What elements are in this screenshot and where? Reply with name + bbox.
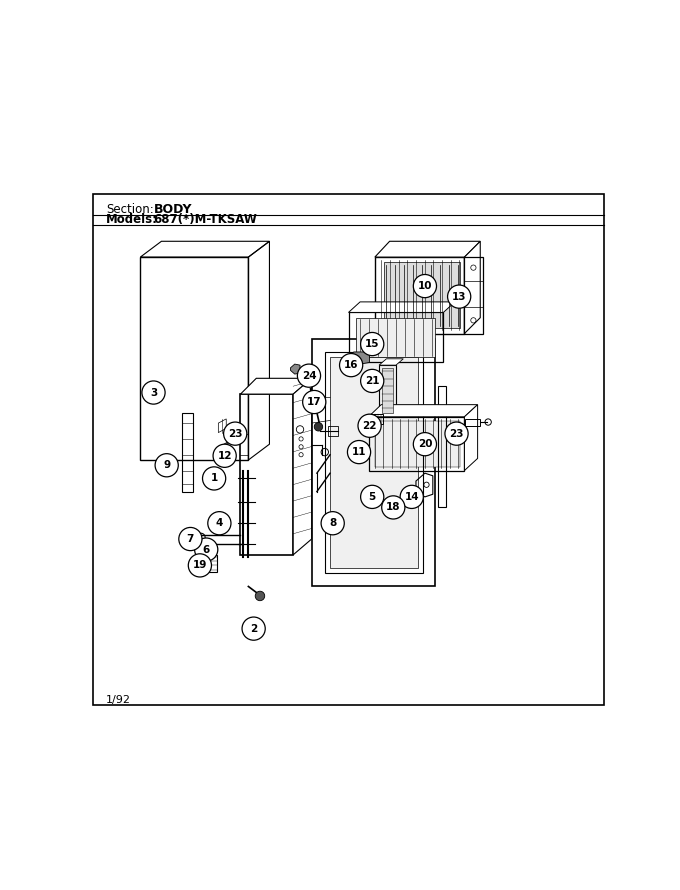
Circle shape <box>381 496 405 519</box>
Text: 687(*)M-TKSAW: 687(*)M-TKSAW <box>154 214 258 226</box>
Text: 1/92: 1/92 <box>106 695 131 705</box>
Circle shape <box>242 617 265 640</box>
Polygon shape <box>347 352 370 365</box>
Text: 14: 14 <box>405 492 419 502</box>
Text: 10: 10 <box>418 281 432 291</box>
Text: 8: 8 <box>329 518 337 529</box>
Circle shape <box>194 538 218 562</box>
Circle shape <box>297 364 320 387</box>
Text: 2: 2 <box>250 624 257 634</box>
Circle shape <box>188 554 211 577</box>
Circle shape <box>321 512 344 535</box>
Polygon shape <box>381 368 393 413</box>
Polygon shape <box>379 359 403 365</box>
Circle shape <box>360 369 384 392</box>
Text: BODY: BODY <box>154 203 192 215</box>
Circle shape <box>208 512 231 535</box>
Polygon shape <box>356 318 435 357</box>
Text: 18: 18 <box>386 503 401 513</box>
Circle shape <box>360 485 384 508</box>
Polygon shape <box>375 241 480 257</box>
Polygon shape <box>290 364 300 374</box>
Circle shape <box>314 423 323 431</box>
Circle shape <box>413 433 437 456</box>
Circle shape <box>142 381 165 404</box>
Text: 23: 23 <box>228 429 243 439</box>
Polygon shape <box>293 378 311 554</box>
Text: 21: 21 <box>365 376 379 386</box>
Circle shape <box>447 285 471 308</box>
Text: 19: 19 <box>192 561 207 570</box>
Text: 6: 6 <box>203 545 210 554</box>
Text: 5: 5 <box>369 492 376 502</box>
Text: 4: 4 <box>216 518 223 529</box>
Circle shape <box>224 422 247 445</box>
Polygon shape <box>369 405 477 417</box>
Polygon shape <box>348 302 455 312</box>
Text: 13: 13 <box>452 292 466 302</box>
Text: Section:: Section: <box>106 203 154 215</box>
Text: Models:: Models: <box>106 214 158 226</box>
Circle shape <box>179 528 202 551</box>
Circle shape <box>203 467 226 490</box>
Polygon shape <box>241 378 311 394</box>
Text: 12: 12 <box>218 450 232 461</box>
Circle shape <box>339 353 362 376</box>
Text: 22: 22 <box>362 421 377 431</box>
Text: 17: 17 <box>307 397 322 407</box>
Text: 16: 16 <box>344 360 358 370</box>
Circle shape <box>413 274 437 297</box>
Text: 23: 23 <box>449 429 464 439</box>
Polygon shape <box>218 441 228 460</box>
Circle shape <box>400 485 424 508</box>
Circle shape <box>155 454 178 477</box>
Text: 7: 7 <box>187 534 194 544</box>
Circle shape <box>303 391 326 414</box>
Text: 15: 15 <box>365 339 379 349</box>
Circle shape <box>213 444 236 467</box>
Circle shape <box>358 414 381 437</box>
Text: 20: 20 <box>418 439 432 449</box>
Text: 3: 3 <box>150 387 157 398</box>
Text: 24: 24 <box>302 370 316 381</box>
Text: 9: 9 <box>163 460 170 470</box>
Polygon shape <box>330 357 418 568</box>
Circle shape <box>360 333 384 356</box>
Polygon shape <box>384 263 460 328</box>
Circle shape <box>255 591 265 601</box>
Polygon shape <box>464 241 480 334</box>
Text: 1: 1 <box>211 473 218 483</box>
Circle shape <box>347 441 371 464</box>
Polygon shape <box>375 421 460 467</box>
Text: 11: 11 <box>352 447 367 457</box>
Circle shape <box>445 422 468 445</box>
Polygon shape <box>464 405 477 471</box>
